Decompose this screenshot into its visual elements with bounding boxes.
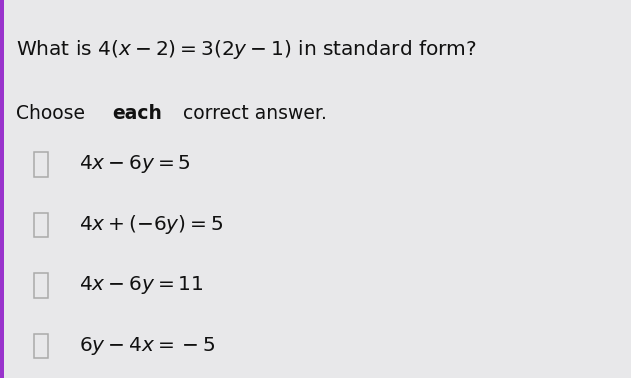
- Text: What is $4(x-2)=3(2y-1)$ in standard form?: What is $4(x-2)=3(2y-1)$ in standard for…: [16, 38, 476, 61]
- Text: $4x+(-6y)=5$: $4x+(-6y)=5$: [79, 214, 223, 236]
- Text: correct answer.: correct answer.: [177, 104, 327, 123]
- Text: Choose: Choose: [16, 104, 91, 123]
- Bar: [34, 152, 48, 177]
- Bar: [0, 0, 4, 378]
- Text: $4x-6y=5$: $4x-6y=5$: [79, 153, 191, 175]
- Text: $6y-4x=-5$: $6y-4x=-5$: [79, 335, 215, 357]
- Bar: [34, 212, 48, 237]
- Text: each: each: [112, 104, 162, 123]
- Bar: [34, 273, 48, 298]
- Bar: [34, 333, 48, 358]
- Text: $4x-6y=11$: $4x-6y=11$: [79, 274, 204, 296]
